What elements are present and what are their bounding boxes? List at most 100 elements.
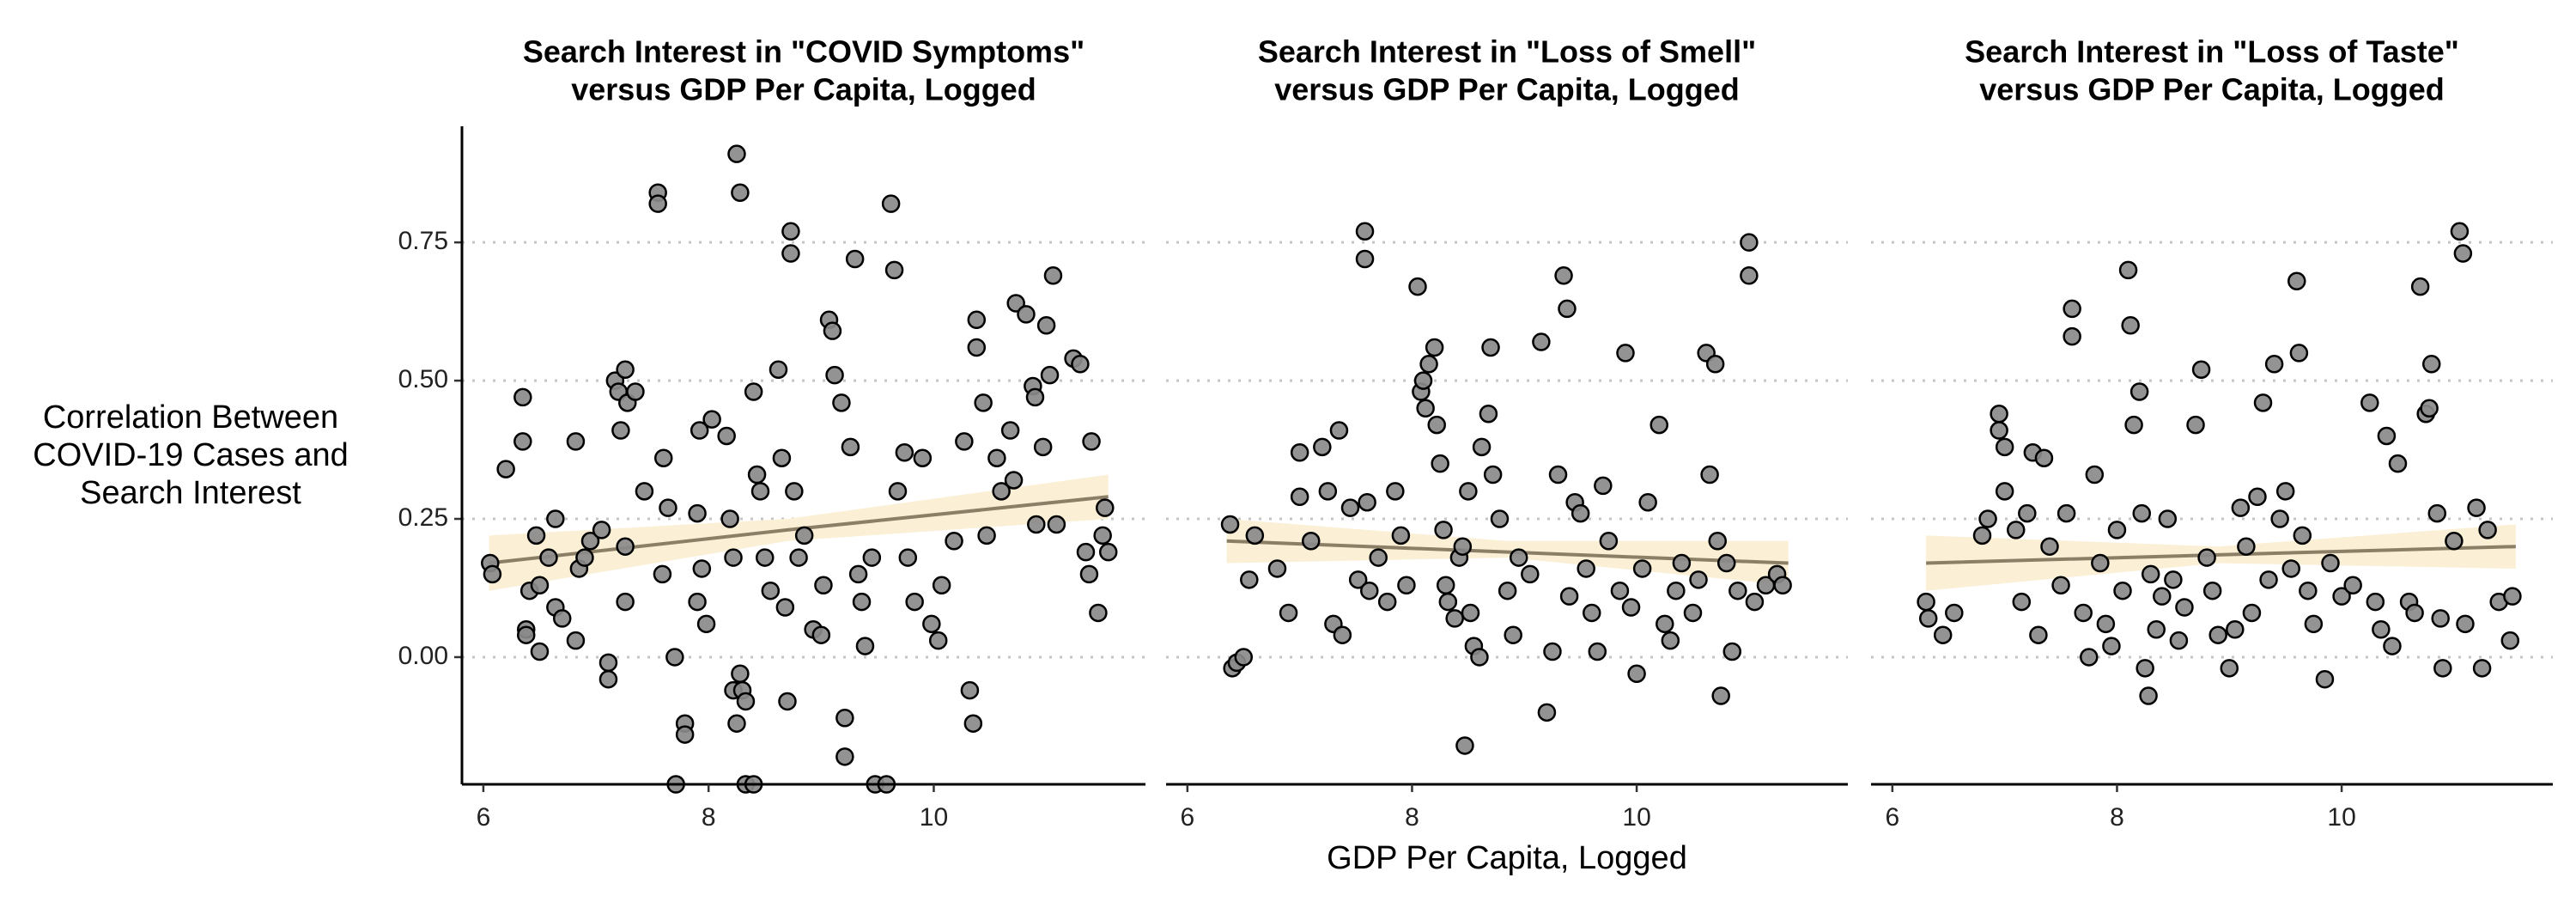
point (967, 338, 987, 357)
point (736, 692, 756, 711)
point (881, 194, 901, 213)
point (1470, 648, 1489, 667)
point (1453, 537, 1473, 556)
point (852, 592, 872, 612)
point (2421, 355, 2441, 374)
point (1661, 631, 1680, 650)
point (1313, 437, 1332, 457)
point (1416, 399, 1435, 418)
x-tick-label: 10 (920, 803, 948, 832)
point (2299, 581, 2318, 600)
point (1348, 570, 1368, 589)
point (1583, 603, 1601, 623)
point (1490, 509, 1510, 528)
point (1434, 521, 1453, 539)
point (692, 559, 712, 578)
point (659, 498, 677, 517)
point (1386, 482, 1405, 501)
point (1558, 299, 1577, 319)
point (2136, 659, 2154, 678)
point (2315, 669, 2335, 689)
point (2259, 570, 2278, 589)
point (845, 249, 865, 269)
y-axis-title: Correlation Between (43, 399, 338, 436)
point (750, 482, 770, 501)
point (1773, 576, 1792, 595)
point (1479, 404, 1498, 424)
point (2085, 465, 2105, 485)
point (2029, 625, 2048, 644)
point (2158, 509, 2178, 528)
point (884, 260, 904, 280)
point (2197, 548, 2216, 567)
point (1504, 625, 1522, 644)
point (2080, 648, 2099, 667)
point (1627, 664, 1646, 684)
x-axis-title: GDP Per Capita, Logged (1327, 840, 1687, 876)
point (1978, 509, 1997, 528)
point (539, 548, 558, 567)
point (592, 521, 611, 539)
point (2377, 426, 2397, 446)
point (814, 576, 833, 595)
point (1279, 603, 1298, 623)
point (1290, 443, 1309, 462)
point (1079, 564, 1099, 584)
point (1481, 338, 1500, 357)
point (1267, 559, 1287, 578)
point (724, 548, 743, 567)
point (2129, 382, 2149, 401)
point (2453, 244, 2473, 263)
point (1025, 387, 1045, 407)
point (922, 614, 941, 634)
point (598, 669, 618, 689)
point (575, 548, 594, 567)
point (855, 637, 875, 655)
point (2372, 620, 2391, 639)
point (727, 144, 746, 163)
point (772, 448, 792, 467)
point (1705, 355, 1725, 374)
point (727, 714, 746, 733)
point (513, 432, 532, 451)
point (2175, 598, 2194, 617)
point (1554, 266, 1573, 285)
point (1290, 487, 1309, 507)
point (1745, 592, 1765, 612)
point (2096, 614, 2116, 634)
point (2420, 399, 2439, 418)
x-tick-label: 8 (702, 803, 716, 832)
point (2445, 532, 2464, 551)
point (1355, 249, 1375, 269)
point (2360, 393, 2379, 412)
point (2431, 609, 2450, 628)
point (1391, 526, 1411, 545)
point (1301, 532, 1321, 551)
point (1722, 642, 1742, 661)
point (1918, 609, 1938, 628)
point (2124, 415, 2143, 435)
point (1240, 570, 1259, 589)
point (2102, 637, 2121, 655)
point (747, 465, 767, 485)
point (898, 548, 918, 567)
point (635, 482, 654, 501)
point (1358, 492, 1376, 512)
point (1360, 581, 1379, 600)
point (2169, 631, 2189, 650)
point (648, 194, 667, 213)
point (1740, 233, 1759, 252)
point (945, 532, 963, 551)
y-axis-title: Search Interest (80, 475, 301, 511)
point (835, 747, 854, 766)
point (1933, 625, 1953, 644)
point (2281, 559, 2300, 578)
point (841, 437, 860, 457)
point (2040, 537, 2059, 556)
point (1096, 498, 1115, 517)
point (1445, 609, 1464, 628)
point (1220, 515, 1240, 534)
point (1571, 503, 1590, 523)
point (794, 526, 814, 545)
point (530, 642, 550, 661)
